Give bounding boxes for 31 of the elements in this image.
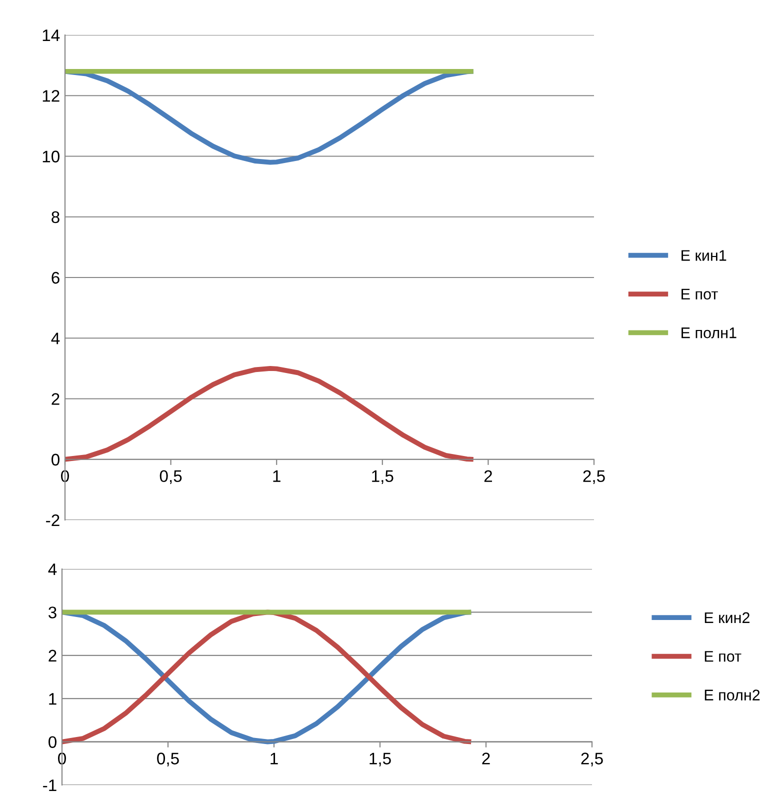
- y-tick-label: 3: [48, 606, 56, 618]
- legend-label: E кин2: [704, 612, 750, 623]
- x-tick-label: 0,5: [160, 470, 182, 484]
- y-tick-label: 12: [42, 90, 60, 102]
- x-tick-label: 1,5: [372, 470, 394, 484]
- x-tick-label: 1: [273, 470, 280, 482]
- x-tick-label: 2: [482, 752, 490, 764]
- x-tick-label: 2,5: [583, 470, 605, 484]
- y-tick-label: -2: [46, 514, 60, 526]
- legend-label: E полн2: [704, 690, 760, 700]
- y-tick-label: 2: [52, 393, 60, 405]
- legend-label: E пот: [704, 651, 742, 662]
- y-tick-label: 0: [48, 736, 56, 748]
- legend-label: E пот: [682, 288, 718, 300]
- y-tick-label: -1: [43, 780, 56, 792]
- y-tick-label: 0: [52, 454, 60, 466]
- y-tick-label: 1: [49, 693, 56, 705]
- x-tick-label: 2: [484, 470, 492, 482]
- legend-label: E полн1: [682, 328, 736, 338]
- y-tick-label: 4: [51, 332, 60, 344]
- y-tick-label: 2: [48, 650, 56, 662]
- y-tick-label: 8: [52, 211, 60, 224]
- y-tick-label: 10: [42, 150, 60, 162]
- y-tick-label: 6: [52, 272, 60, 284]
- x-tick-label: 1,5: [370, 752, 391, 766]
- y-tick-label: 4: [48, 564, 57, 576]
- x-tick-label: 1: [270, 752, 278, 764]
- y-tick-label: 14: [42, 30, 60, 42]
- x-tick-label: 2,5: [581, 752, 603, 766]
- legend-label: E кин1: [682, 250, 726, 261]
- x-tick-label: 0,5: [157, 752, 179, 766]
